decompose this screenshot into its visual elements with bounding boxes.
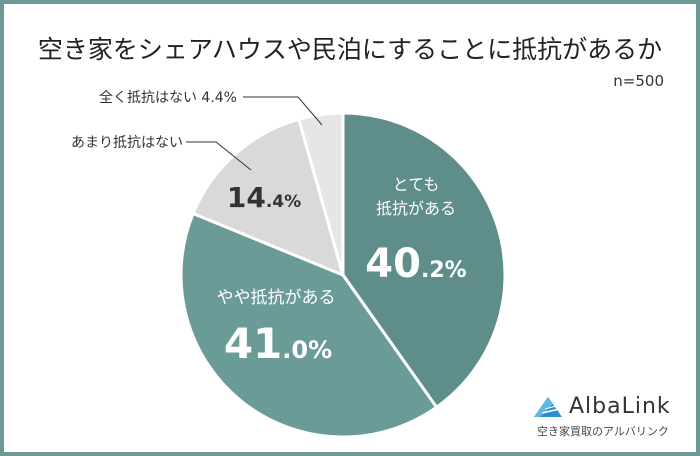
slice-2-value-dec: .0% xyxy=(282,336,332,364)
callout-label-slice-3: あまり抵抗はない xyxy=(71,135,183,151)
slice-1-label-line1: とても xyxy=(393,175,440,194)
pie-slice-4 xyxy=(297,111,345,277)
slice-3-value-int: 14 xyxy=(227,181,266,214)
albalink-logo-icon xyxy=(534,397,565,417)
pie-slice-3 xyxy=(191,117,345,277)
slice-1-value-int: 40 xyxy=(365,241,421,287)
slice-3-value-dec: .4% xyxy=(266,192,301,212)
slice-2-label: やや抵抗がある xyxy=(217,288,336,308)
callout-line-slice-4 xyxy=(243,96,323,126)
slice-2-value-int: 41 xyxy=(224,319,282,368)
logo-tagline: 空き家買取のアルバリンク xyxy=(537,425,669,438)
pie-slices xyxy=(179,111,507,439)
chart-title: 空き家をシェアハウスや民泊にすることに抵抗があるか xyxy=(37,35,663,64)
callout-line-slice-3 xyxy=(186,141,252,171)
logo-name: AlbaLink xyxy=(569,394,671,419)
slice-3-value: 14.4% xyxy=(227,181,301,214)
callout-label-slice-4: 全く抵抗はない 4.4% xyxy=(99,89,237,106)
slice-2-value: 41.0% xyxy=(224,319,332,368)
sample-size: n=500 xyxy=(613,72,664,90)
slice-1-value: 40.2% xyxy=(365,241,466,287)
pie-slice-1 xyxy=(341,111,507,409)
pie-slice-2 xyxy=(179,211,439,439)
slice-1-label-line2: 抵抗がある xyxy=(376,199,456,218)
slice-1-value-dec: .2% xyxy=(421,258,467,283)
